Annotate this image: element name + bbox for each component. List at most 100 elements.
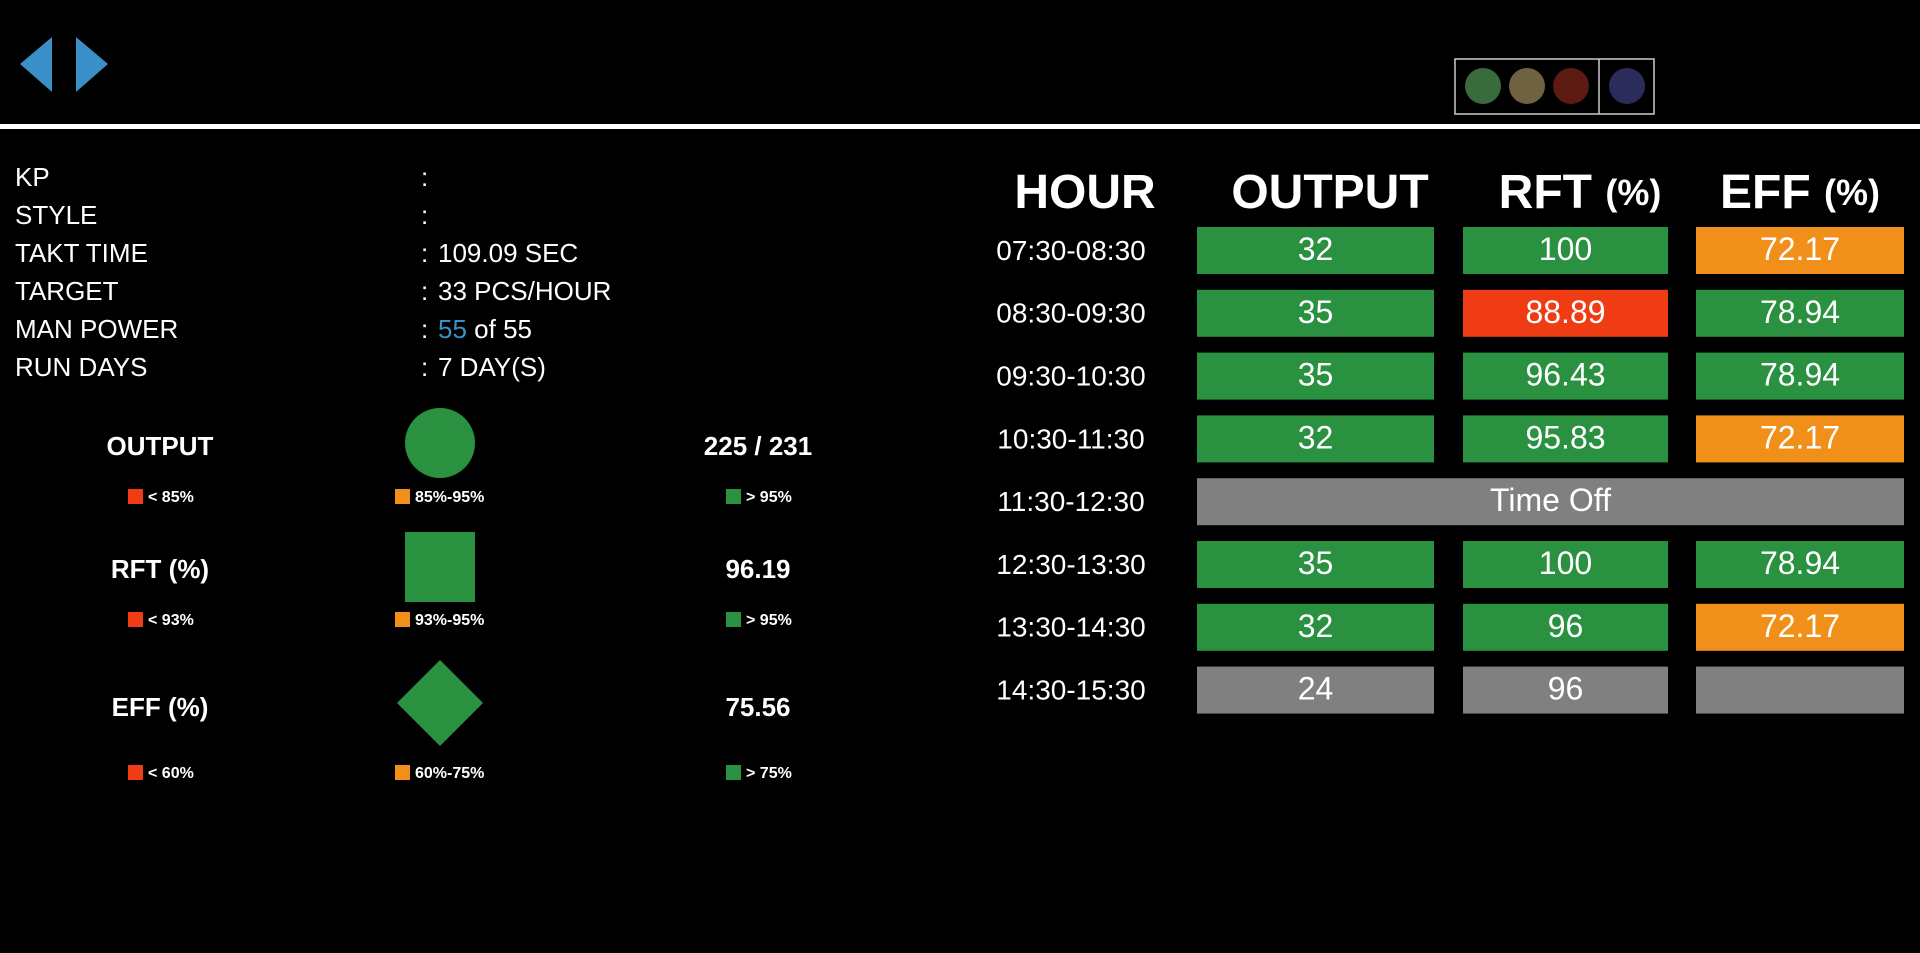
- table-header: RFT (%): [1499, 166, 1662, 219]
- info-separator: :: [421, 352, 428, 382]
- header-unit: (%): [1605, 172, 1661, 213]
- cell-text: 24: [1298, 671, 1334, 707]
- legend-swatch: [726, 489, 741, 504]
- table-cell: [1197, 666, 1434, 714]
- kpi-value: 75.56: [725, 692, 790, 722]
- next-arrow[interactable]: [76, 37, 108, 92]
- table-cell: [1463, 603, 1668, 651]
- legend-swatch: [395, 765, 410, 780]
- table-header: HOUR: [1014, 166, 1155, 219]
- cell-text: 32: [1298, 231, 1334, 267]
- table-cell: [1463, 227, 1668, 274]
- cell-text: 96: [1548, 671, 1584, 707]
- kpi-value: 225 / 231: [704, 431, 812, 461]
- info-separator: :: [421, 314, 428, 344]
- info-separator: :: [421, 276, 428, 306]
- legend-label: < 85%: [148, 489, 194, 506]
- status-light: [1509, 68, 1545, 104]
- legend-label: < 60%: [148, 765, 194, 782]
- table-cell: [1463, 352, 1668, 400]
- hour-label: 12:30-13:30: [996, 549, 1145, 580]
- cell-text: 72.17: [1760, 231, 1840, 267]
- legend-swatch: [395, 612, 410, 627]
- legend-swatch: [128, 765, 143, 780]
- cell-text: 78.94: [1760, 545, 1840, 581]
- info-label: TARGET: [15, 276, 119, 306]
- table-cell: [1696, 227, 1904, 274]
- cell-text: 100: [1539, 545, 1592, 581]
- info-highlight: 55: [438, 314, 467, 344]
- legend-swatch: [395, 489, 410, 504]
- info-value-text: 109.09 SEC: [438, 238, 578, 268]
- kpi-indicator: [405, 408, 475, 478]
- cell-text: 96: [1548, 608, 1584, 644]
- header-main: RFT: [1499, 166, 1592, 219]
- table-cell: [1696, 415, 1904, 463]
- cell-text: 32: [1298, 608, 1334, 644]
- legend-label: 93%-95%: [415, 612, 484, 629]
- cell-text: 35: [1298, 357, 1334, 393]
- info-separator: :: [421, 200, 428, 230]
- table-header: OUTPUT: [1231, 166, 1428, 219]
- cell-text: 35: [1298, 294, 1334, 330]
- table-cell: [1463, 289, 1668, 337]
- table-cell: [1696, 603, 1904, 651]
- info-separator: :: [421, 162, 428, 192]
- hour-label: 13:30-14:30: [996, 612, 1145, 643]
- info-label: KP: [15, 162, 50, 192]
- info-value: 109.09 SEC: [438, 238, 578, 268]
- hour-label: 08:30-09:30: [996, 298, 1145, 329]
- header-main: HOUR: [1014, 166, 1155, 219]
- info-label: MAN POWER: [15, 314, 178, 344]
- cell-text: Time Off: [1490, 482, 1611, 518]
- table-cell: [1197, 541, 1434, 588]
- table-cell: [1197, 289, 1434, 337]
- table-header: EFF (%): [1720, 166, 1880, 219]
- header-unit: (%): [1824, 172, 1880, 213]
- table-cell: [1197, 603, 1434, 651]
- hour-label: 07:30-08:30: [996, 235, 1145, 266]
- legend-swatch: [726, 765, 741, 780]
- table-cell: [1463, 541, 1668, 588]
- info-label: RUN DAYS: [15, 352, 147, 382]
- hour-label: 14:30-15:30: [996, 674, 1145, 705]
- legend-swatch: [128, 489, 143, 504]
- info-value-text: 33 PCS/HOUR: [438, 276, 611, 306]
- cell-text: 100: [1539, 231, 1592, 267]
- info-separator: :: [421, 238, 428, 268]
- info-value: 7 DAY(S): [438, 352, 546, 382]
- kpi-label: OUTPUT: [107, 431, 214, 461]
- cell-text: 78.94: [1760, 294, 1840, 330]
- legend-label: 60%-75%: [415, 765, 484, 782]
- legend-swatch: [726, 612, 741, 627]
- legend-swatch: [128, 612, 143, 627]
- table-cell: [1197, 415, 1434, 463]
- header-main: EFF: [1720, 166, 1811, 219]
- table-cell: [1696, 352, 1904, 400]
- hour-label: 09:30-10:30: [996, 360, 1145, 391]
- info-label: TAKT TIME: [15, 238, 148, 268]
- prev-arrow[interactable]: [20, 37, 52, 92]
- table-cell: [1197, 478, 1904, 526]
- cell-text: 88.89: [1525, 294, 1605, 330]
- status-light: [1465, 68, 1501, 104]
- header-divider: [0, 124, 1920, 129]
- legend-label: 85%-95%: [415, 489, 484, 506]
- legend-label: > 75%: [746, 765, 792, 782]
- info-label: STYLE: [15, 200, 97, 230]
- hour-label: 11:30-12:30: [997, 486, 1144, 517]
- kpi-label: RFT (%): [111, 554, 209, 584]
- cell-text: 95.83: [1525, 419, 1605, 455]
- cell-text: 72.17: [1760, 608, 1840, 644]
- kpi-indicator: [397, 660, 483, 746]
- cell-text: 35: [1298, 545, 1334, 581]
- cell-text: 32: [1298, 419, 1334, 455]
- table-cell: [1463, 415, 1668, 463]
- table-cell: [1696, 666, 1904, 714]
- cell-text: 96.43: [1525, 357, 1605, 393]
- cell-text: 72.17: [1760, 419, 1840, 455]
- table-cell: [1696, 541, 1904, 588]
